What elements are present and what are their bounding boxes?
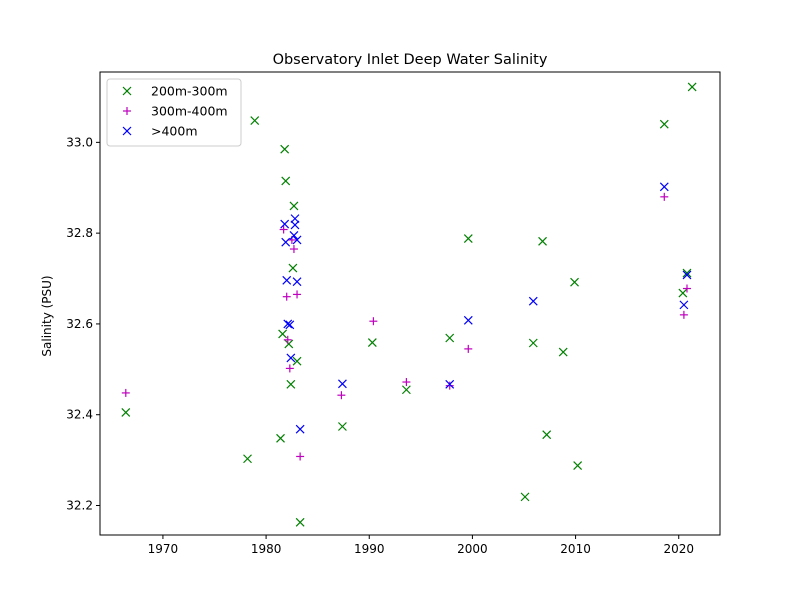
data-point: [296, 452, 305, 461]
data-point: [520, 492, 530, 502]
data-point: [538, 236, 547, 246]
data-point: [369, 317, 378, 326]
data-point: [573, 461, 583, 470]
data-point: [464, 344, 473, 353]
legend-label: 300m-400m: [151, 104, 228, 119]
data-point: [290, 214, 300, 224]
data-point: [528, 296, 538, 306]
data-point: [289, 201, 299, 211]
y-tick-label: 32.2: [66, 498, 93, 512]
data-point: [280, 219, 290, 229]
data-point: [679, 310, 688, 319]
data-point: [445, 379, 455, 389]
data-point: [276, 433, 285, 443]
series-2: [280, 182, 692, 434]
data-point: [445, 381, 454, 390]
y-tick-label: 32.6: [66, 317, 93, 331]
data-point: [243, 454, 252, 464]
data-point: [279, 225, 288, 234]
data-point: [678, 288, 688, 298]
data-point: [292, 277, 302, 287]
data-point: [292, 235, 302, 245]
data-point: [463, 315, 473, 325]
data-point: [295, 517, 305, 527]
data-point: [286, 353, 296, 363]
data-point: [338, 422, 347, 431]
data-point: [679, 300, 689, 310]
y-tick-label: 33.0: [66, 135, 93, 149]
data-point: [463, 234, 473, 244]
data-point: [338, 379, 347, 389]
legend-marker: [122, 86, 132, 96]
legend-label: >400m: [151, 124, 198, 139]
data-point: [401, 385, 411, 395]
data-point: [659, 119, 669, 129]
data-point: [682, 284, 691, 293]
data-point: [282, 275, 292, 285]
data-point: [280, 144, 290, 154]
series-0: [121, 82, 697, 527]
data-point: [290, 220, 300, 230]
data-point: [285, 320, 295, 330]
data-point: [687, 82, 697, 92]
legend-label: 200m-300m: [151, 84, 228, 99]
data-point: [286, 379, 296, 389]
data-point: [284, 339, 294, 349]
data-point: [445, 333, 455, 343]
data-point: [285, 364, 294, 373]
y-axis-label: Salinity (PSU): [40, 275, 54, 356]
data-point: [288, 263, 298, 273]
chart-title: Observatory Inlet Deep Water Salinity: [273, 52, 548, 68]
y-tick-label: 32.4: [66, 408, 93, 422]
data-point: [292, 356, 302, 366]
legend-box: [106, 78, 242, 147]
data-point: [293, 290, 302, 299]
x-tick-label: 1990: [354, 542, 385, 556]
x-tick-label: 2010: [560, 542, 591, 556]
x-tick-label: 1970: [148, 542, 179, 556]
data-point: [682, 268, 692, 278]
data-point: [570, 277, 579, 287]
data-point: [282, 292, 291, 301]
data-point: [283, 319, 293, 329]
data-point: [281, 237, 291, 247]
data-point: [250, 116, 260, 125]
data-point: [542, 430, 552, 440]
data-point: [660, 192, 669, 201]
data-point: [402, 378, 411, 387]
data-point: [281, 176, 291, 186]
data-point: [682, 270, 692, 280]
x-tick-label: 1980: [251, 542, 282, 556]
data-point: [528, 338, 538, 348]
data-point: [121, 388, 130, 397]
data-point: [295, 424, 305, 434]
legend-marker: [122, 126, 132, 136]
data-point: [558, 347, 568, 357]
data-point: [337, 391, 346, 400]
legend-marker: [123, 107, 131, 115]
data-point: [283, 335, 292, 344]
legend: 200m-300m 300m-400m >400m: [106, 78, 242, 147]
x-tick-label: 2000: [457, 542, 488, 556]
data-point: [367, 338, 377, 347]
data-point: [278, 329, 288, 339]
data-point: [289, 230, 299, 240]
y-tick-label: 32.8: [66, 226, 93, 240]
data-point: [659, 182, 669, 192]
series-1: [121, 192, 691, 461]
axes-frame: [99, 71, 721, 536]
data-point: [289, 245, 298, 254]
data-point: [121, 408, 131, 417]
x-tick-label: 2020: [663, 542, 694, 556]
plot-area: 1970 1980 1990 2000 2010 2020 32.2 32.4 32.6 32.8…: [66, 82, 697, 556]
